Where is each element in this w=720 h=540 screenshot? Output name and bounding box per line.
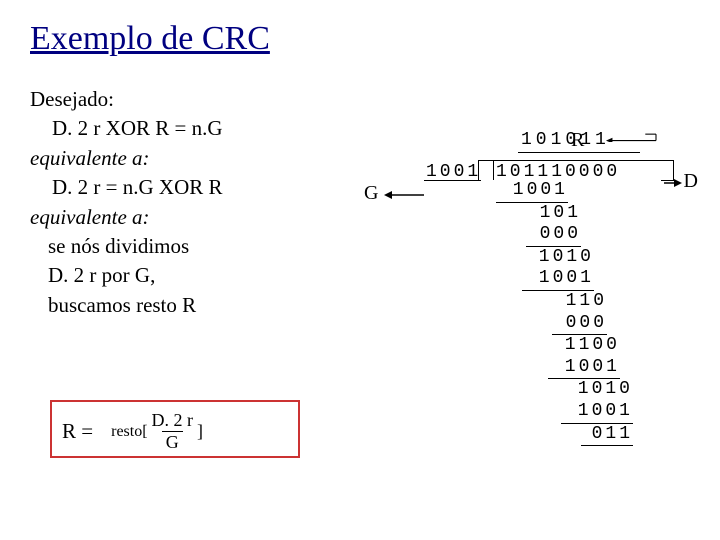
division-step: 1010 xyxy=(496,247,671,269)
division-step: 1010 xyxy=(496,379,671,401)
formula-fraction: D. 2 r G xyxy=(152,410,194,453)
r-label: R xyxy=(571,129,584,152)
d-label: D xyxy=(684,170,698,193)
quotient-underline xyxy=(518,152,640,153)
formula-line-1: D. 2 r XOR R = n.G xyxy=(30,114,360,143)
desc-line-b: D. 2 r por G, xyxy=(30,261,360,290)
arrow-r-icon xyxy=(596,132,666,142)
desc-line-c: buscamos resto R xyxy=(30,291,360,320)
division-step: 1100 xyxy=(496,335,671,357)
divisor-box-left xyxy=(478,160,479,180)
division-step: 101 xyxy=(496,203,671,225)
division-step: 000 xyxy=(496,224,671,247)
dividend-value: 101110000 xyxy=(496,162,620,182)
division-step: 110 xyxy=(496,291,671,313)
dividend-box-left xyxy=(493,160,494,180)
dividend-box-top xyxy=(493,160,673,161)
resto-label: resto[ xyxy=(111,423,147,441)
formula-line-2: D. 2 r = n.G XOR R xyxy=(30,173,360,202)
dividend-box-right xyxy=(673,160,674,180)
arrow-left-icon xyxy=(384,190,424,200)
division-step: 1001 xyxy=(496,357,671,380)
explanation-block: Desejado: D. 2 r XOR R = n.G equivalente… xyxy=(30,85,360,320)
divisor-box-top xyxy=(478,160,493,161)
division-step: 011 xyxy=(496,424,671,447)
fraction-denominator: G xyxy=(162,431,183,453)
remainder-formula: R = resto[ D. 2 r G ] xyxy=(62,410,203,453)
fraction-numerator: D. 2 r xyxy=(152,410,194,431)
formula-close-bracket: ] xyxy=(197,421,203,442)
equiv-label-1: equivalente a: xyxy=(30,144,360,173)
divisor-value: 1001 xyxy=(426,162,481,182)
page-title: Exemplo de CRC xyxy=(30,20,690,58)
division-step: 000 xyxy=(496,313,671,336)
divisor-box-bottom xyxy=(424,180,481,181)
formula-lhs: R = xyxy=(62,419,93,444)
desejado-label: Desejado: xyxy=(30,85,360,114)
division-step: 1001 xyxy=(496,268,671,291)
g-label: G xyxy=(364,182,378,205)
division-step: 1001 xyxy=(496,180,671,203)
division-step: 1001 xyxy=(496,401,671,424)
desc-line-a: se nós dividimos xyxy=(30,232,360,261)
equiv-label-2: equivalente a: xyxy=(30,203,360,232)
division-work-column: 1001101000101010011100001100100110101001… xyxy=(496,180,671,446)
